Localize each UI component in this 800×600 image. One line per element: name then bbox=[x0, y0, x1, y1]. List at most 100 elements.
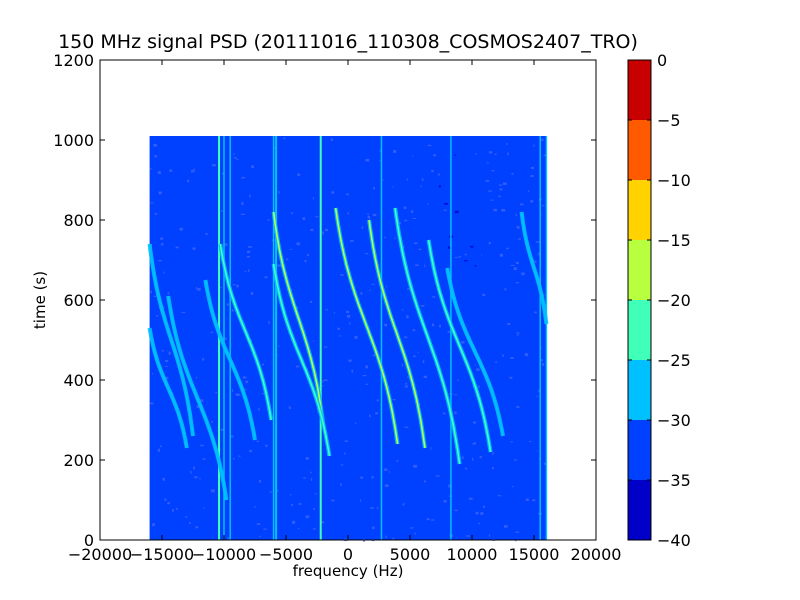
noise-speckle bbox=[196, 376, 198, 379]
colorbar-segment bbox=[628, 420, 651, 480]
noise-speckle bbox=[488, 241, 491, 245]
noise-speckle bbox=[305, 457, 309, 460]
noise-speckle bbox=[317, 411, 320, 413]
drift-trace bbox=[334, 207, 399, 445]
noise-speckle bbox=[286, 258, 289, 261]
colorbar-tick-label: −40 bbox=[657, 531, 691, 550]
noise-speckle bbox=[314, 493, 317, 495]
noise-speckle bbox=[323, 379, 328, 382]
noise-speckle bbox=[456, 379, 460, 381]
noise-speckle bbox=[486, 162, 489, 164]
x-tick-label: −10000 bbox=[192, 545, 256, 564]
noise-speckle bbox=[254, 505, 256, 508]
noise-speckle bbox=[540, 138, 544, 142]
noise-speckle bbox=[153, 143, 157, 147]
noise-speckle bbox=[168, 351, 171, 355]
noise-speckle bbox=[203, 507, 205, 509]
noise-speckle bbox=[401, 363, 404, 367]
noise-speckle bbox=[297, 527, 300, 530]
noise-speckle bbox=[538, 458, 540, 460]
noise-speckle bbox=[507, 323, 511, 326]
noise-speckle bbox=[375, 412, 378, 415]
noise-speckle bbox=[454, 394, 458, 396]
noise-speckle bbox=[237, 455, 241, 457]
noise-speckle bbox=[464, 253, 467, 256]
noise-speckle bbox=[200, 399, 204, 403]
noise-speckle bbox=[241, 202, 244, 206]
noise-speckle bbox=[241, 176, 245, 179]
noise-speckle bbox=[483, 505, 485, 508]
noise-speckle bbox=[433, 154, 436, 157]
noise-speckle bbox=[242, 388, 247, 391]
noise-speckle bbox=[179, 227, 183, 231]
noise-speckle bbox=[231, 309, 235, 312]
drift-trace bbox=[219, 243, 272, 421]
noise-speckle bbox=[248, 246, 252, 248]
noise-speckle bbox=[249, 194, 251, 198]
noise-speckle bbox=[538, 389, 541, 393]
noise-speckle bbox=[307, 253, 309, 257]
noise-speckle bbox=[454, 210, 459, 214]
noise-speckle bbox=[413, 355, 416, 358]
noise-speckle bbox=[541, 363, 545, 366]
noise-speckle bbox=[150, 402, 154, 405]
noise-speckle bbox=[406, 376, 410, 378]
noise-speckle bbox=[507, 152, 509, 156]
noise-speckle bbox=[305, 515, 310, 519]
noise-speckle bbox=[298, 503, 302, 505]
noise-speckle bbox=[360, 476, 364, 479]
noise-speckle bbox=[246, 250, 251, 254]
noise-speckle bbox=[194, 476, 198, 479]
noise-speckle bbox=[354, 336, 358, 339]
noise-speckle bbox=[157, 448, 161, 452]
noise-speckle bbox=[420, 305, 425, 307]
noise-speckle bbox=[488, 534, 491, 537]
noise-speckle bbox=[413, 242, 418, 245]
noise-speckle bbox=[233, 457, 235, 460]
noise-speckle bbox=[535, 241, 540, 243]
noise-speckle bbox=[152, 372, 154, 375]
noise-speckle bbox=[475, 153, 477, 155]
noise-speckle bbox=[283, 137, 286, 139]
noise-speckle bbox=[515, 531, 520, 533]
noise-speckle bbox=[482, 293, 486, 297]
noise-speckle bbox=[227, 537, 229, 540]
noise-speckle bbox=[443, 500, 447, 503]
noise-speckle bbox=[365, 383, 369, 385]
noise-speckle bbox=[236, 285, 239, 288]
noise-speckle bbox=[150, 202, 154, 204]
noise-speckle bbox=[372, 213, 377, 217]
chart-title: 150 MHz signal PSD (20111016_110308_COSM… bbox=[58, 31, 638, 53]
noise-speckle bbox=[313, 340, 315, 342]
noise-speckle bbox=[159, 192, 162, 194]
noise-speckle bbox=[321, 380, 324, 383]
noise-speckle bbox=[276, 489, 279, 492]
noise-speckle bbox=[240, 213, 245, 216]
x-tick-label: −15000 bbox=[130, 545, 194, 564]
noise-speckle bbox=[291, 520, 296, 524]
noise-speckle bbox=[527, 190, 530, 192]
noise-speckle bbox=[517, 238, 521, 240]
noise-speckle bbox=[251, 165, 255, 169]
noise-speckle bbox=[406, 315, 409, 319]
noise-speckle bbox=[502, 182, 507, 185]
noise-speckle bbox=[513, 267, 517, 271]
noise-speckle bbox=[478, 385, 480, 388]
x-tick-label: 20000 bbox=[571, 545, 622, 564]
noise-speckle bbox=[181, 312, 186, 314]
noise-speckle bbox=[533, 144, 535, 147]
noise-speckle bbox=[447, 330, 450, 333]
noise-speckle bbox=[369, 289, 371, 292]
noise-speckle bbox=[515, 261, 519, 265]
noise-speckle bbox=[150, 290, 152, 294]
noise-speckle bbox=[515, 213, 517, 216]
noise-speckle bbox=[384, 323, 388, 327]
noise-speckle bbox=[423, 375, 428, 379]
colorbar: −40 −35 −30 −25 −20 −15 −10 −5 0 bbox=[627, 51, 691, 550]
noise-speckle bbox=[438, 185, 441, 188]
noise-speckle bbox=[331, 191, 335, 194]
noise-speckle bbox=[322, 231, 325, 235]
noise-speckle bbox=[420, 185, 422, 188]
noise-speckle bbox=[262, 392, 265, 395]
noise-speckle bbox=[199, 477, 201, 480]
